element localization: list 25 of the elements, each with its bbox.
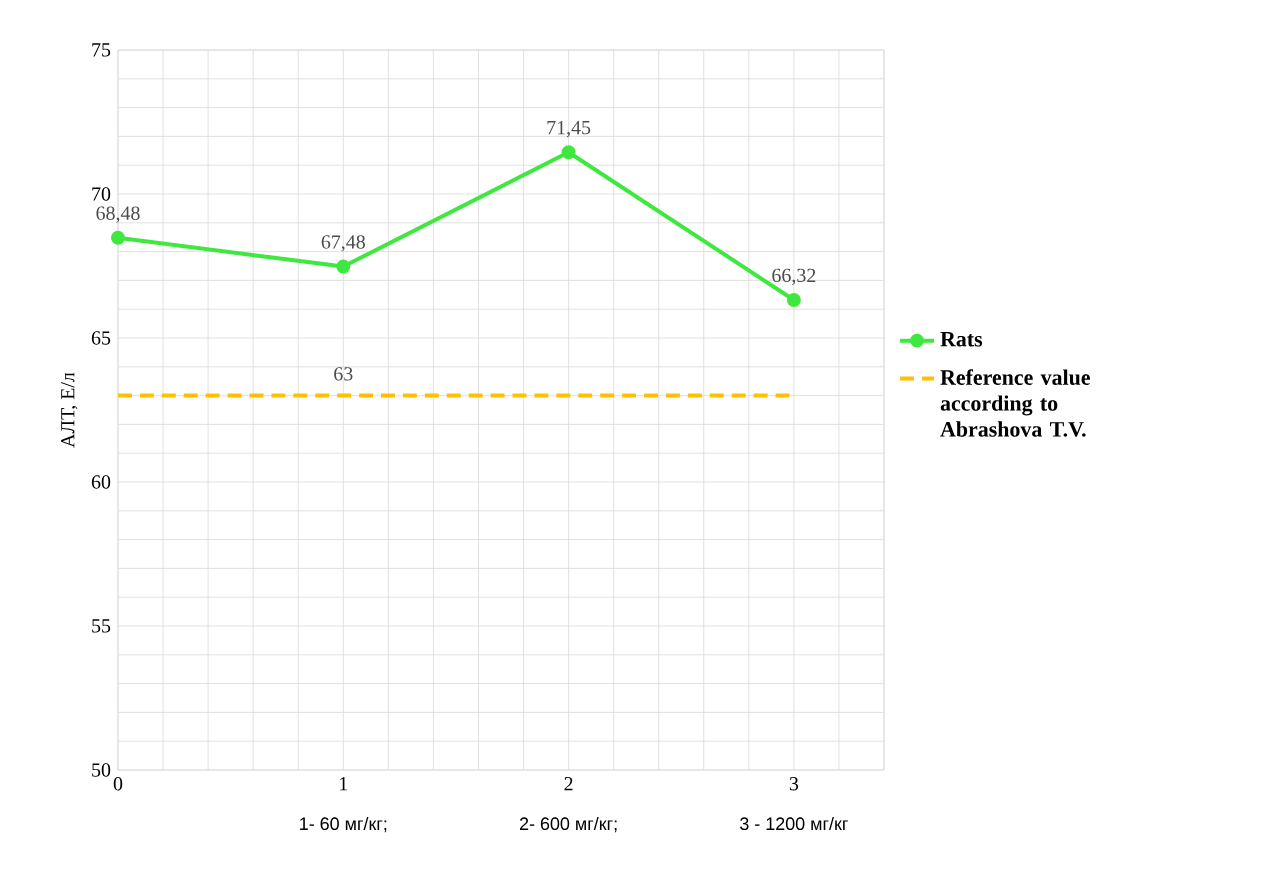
y-tick-label: 75 bbox=[92, 43, 111, 57]
point bbox=[111, 230, 125, 245]
x-tick-label: 1 bbox=[340, 777, 348, 791]
y-tick-label: 50 bbox=[92, 763, 111, 777]
legend-label: Rats bbox=[940, 331, 983, 347]
point bbox=[561, 145, 576, 160]
text: 2- 600 мг/кг; bbox=[519, 816, 617, 833]
y-axis-title: АЛТ, Е/л bbox=[61, 372, 78, 448]
text: 3 - 1200 мг/кг bbox=[740, 816, 848, 831]
y-tick-label: 60 bbox=[91, 475, 111, 489]
data-label: 71,45 bbox=[547, 121, 591, 138]
point bbox=[786, 293, 801, 307]
data-label: 67,48 bbox=[321, 235, 365, 252]
x-tick-label: 2 bbox=[564, 777, 573, 791]
point bbox=[336, 259, 351, 274]
x-tick-label: 3 bbox=[789, 777, 799, 791]
data-label: 66,32 bbox=[772, 268, 816, 285]
legend-label: Reference value according to Abrashova T.V. bbox=[940, 369, 1090, 437]
y-tick-label: 55 bbox=[92, 619, 111, 633]
data-label: 63 bbox=[334, 367, 353, 381]
y-tick-label: 65 bbox=[91, 331, 111, 345]
y-tick-label: 70 bbox=[92, 187, 111, 201]
x-tick-label: 0 bbox=[113, 777, 123, 791]
data-label: 68,48 bbox=[96, 206, 140, 223]
text: 1- 60 мг/кг; bbox=[300, 816, 387, 833]
